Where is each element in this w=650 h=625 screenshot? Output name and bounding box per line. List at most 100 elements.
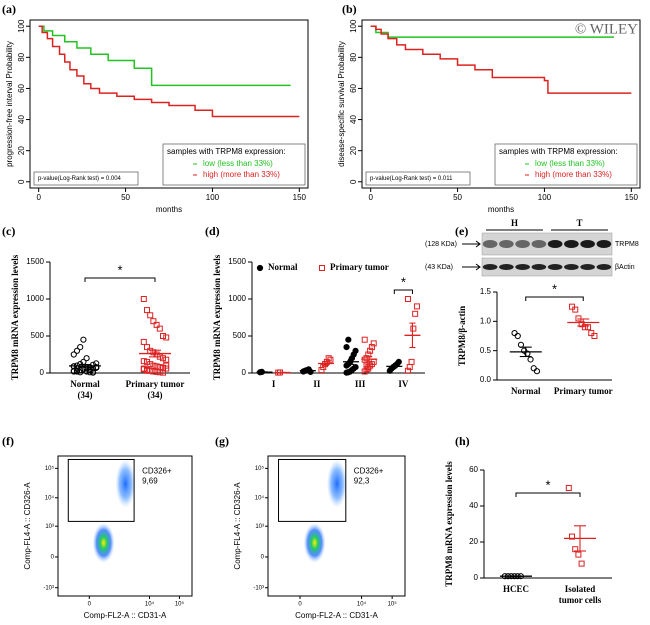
- x-tick-label: 50: [121, 193, 130, 202]
- x-tick-label: 150: [293, 193, 307, 202]
- x-axis-label: months: [488, 205, 514, 214]
- y-tick-label: 80: [349, 52, 358, 61]
- y-axis-label: TRPM8 mRNA expression levels: [212, 254, 222, 380]
- panel-label: (c): [2, 224, 15, 238]
- row-name-label: βActin: [615, 264, 635, 271]
- blot-band: [547, 240, 563, 248]
- blot-band: [482, 240, 498, 248]
- y-tick-label: 80: [17, 52, 26, 61]
- legend-swatch: [256, 264, 264, 272]
- panel-label: (d): [205, 224, 220, 238]
- y-tick-label: 0: [51, 555, 55, 561]
- y-tick-label: 40: [469, 501, 478, 510]
- x-tick-label: 0: [36, 193, 41, 202]
- y-tick-label: 20: [349, 146, 358, 155]
- survival-curve: [38, 25, 300, 118]
- y-tick-label: 60: [17, 83, 26, 92]
- data-point: [575, 551, 582, 558]
- y-tick-label: 1.0: [480, 316, 492, 325]
- data-point: [147, 367, 154, 374]
- y-tick-label: 500: [31, 331, 45, 340]
- blot-band: [580, 240, 595, 248]
- watermark: © WILEY: [575, 21, 638, 37]
- data-point: [156, 325, 163, 332]
- significance-label: *: [117, 262, 122, 277]
- data-point: [352, 347, 359, 354]
- data-point: [153, 321, 160, 328]
- legend-label: low (less than 33%): [203, 159, 273, 168]
- legend-label: Normal: [268, 262, 298, 272]
- data-point: [410, 325, 417, 332]
- cell-cluster: [92, 522, 115, 563]
- data-point: [147, 361, 154, 368]
- pvalue-label: p-value(Log-Rank test) = 0.004: [38, 176, 122, 182]
- y-axis-label: Comp-FL4-A :: CD326-A: [23, 482, 32, 570]
- pvalue-box: [33, 171, 139, 186]
- y-axis-label: disease-specific survival Probability: [337, 41, 346, 167]
- legend-label: Primary tumor: [330, 262, 389, 272]
- y-tick-label: 1500: [228, 257, 246, 266]
- data-point: [153, 368, 160, 375]
- data-point: [144, 344, 150, 351]
- y-tick-label: -10³: [43, 585, 54, 591]
- y-tick-label: 60: [349, 83, 358, 92]
- y-tick-label: 20: [469, 537, 478, 546]
- y-tick-label: 0: [349, 179, 358, 184]
- data-point: [83, 368, 90, 375]
- row-name-label: TRPM8: [615, 241, 639, 248]
- y-tick-label: 40: [17, 115, 26, 124]
- lane-label: H: [511, 218, 518, 228]
- y-tick-label: 0: [17, 179, 26, 184]
- x-tick-label: (34): [78, 390, 93, 400]
- data-point: [365, 365, 372, 372]
- y-tick-label: 500: [233, 331, 247, 340]
- legend-title: samples with TRPM8 expression:: [167, 147, 286, 156]
- legend-title: samples with TRPM8 expression:: [499, 147, 618, 156]
- y-tick-label: 100: [349, 19, 358, 33]
- data-point: [73, 347, 81, 354]
- x-tick-label: III: [355, 379, 366, 389]
- data-point: [163, 356, 170, 363]
- data-point: [395, 358, 402, 365]
- gate-label: CD326+: [354, 467, 384, 476]
- data-point: [572, 546, 579, 553]
- x-tick-label: 0: [368, 193, 373, 202]
- data-point: [160, 369, 166, 376]
- data-point: [163, 362, 170, 369]
- x-tick-label: 0: [298, 602, 302, 608]
- legend-label: high (more than 33%): [535, 170, 612, 179]
- y-tick-label: 0.5: [480, 346, 492, 355]
- blot-band: [482, 264, 498, 270]
- x-tick-label: Normal: [70, 379, 100, 389]
- data-point: [514, 332, 521, 340]
- y-tick-label: 0.0: [480, 375, 492, 384]
- data-point: [73, 368, 81, 375]
- x-tick-label: Normal: [511, 386, 541, 396]
- cell-cluster: [115, 459, 136, 508]
- data-point: [144, 367, 150, 374]
- x-tick-label: HCEC: [503, 584, 529, 594]
- lane-label: T: [576, 218, 582, 228]
- legend-label: low (less than 33%): [535, 159, 605, 168]
- significance-bracket: [525, 296, 584, 301]
- y-tick-label: 100: [17, 19, 26, 33]
- blot-band: [515, 240, 530, 248]
- data-point: [153, 363, 160, 370]
- significance-label: *: [545, 477, 550, 492]
- y-tick-label: 10³: [255, 524, 264, 530]
- data-point: [412, 310, 419, 317]
- data-point: [575, 315, 582, 322]
- x-axis-label: Comp-FL2-A :: CD31-A: [84, 611, 167, 620]
- data-point: [150, 318, 157, 325]
- data-point: [572, 306, 579, 313]
- x-tick-label: 10⁴: [357, 601, 367, 608]
- x-tick-label: 150: [625, 193, 639, 202]
- blot-band: [531, 240, 547, 248]
- blot-band: [564, 264, 579, 270]
- blot-band: [564, 240, 579, 248]
- data-point: [140, 338, 147, 345]
- x-tick-label: Isolated: [565, 584, 596, 594]
- data-point: [578, 560, 585, 567]
- data-point: [163, 334, 170, 341]
